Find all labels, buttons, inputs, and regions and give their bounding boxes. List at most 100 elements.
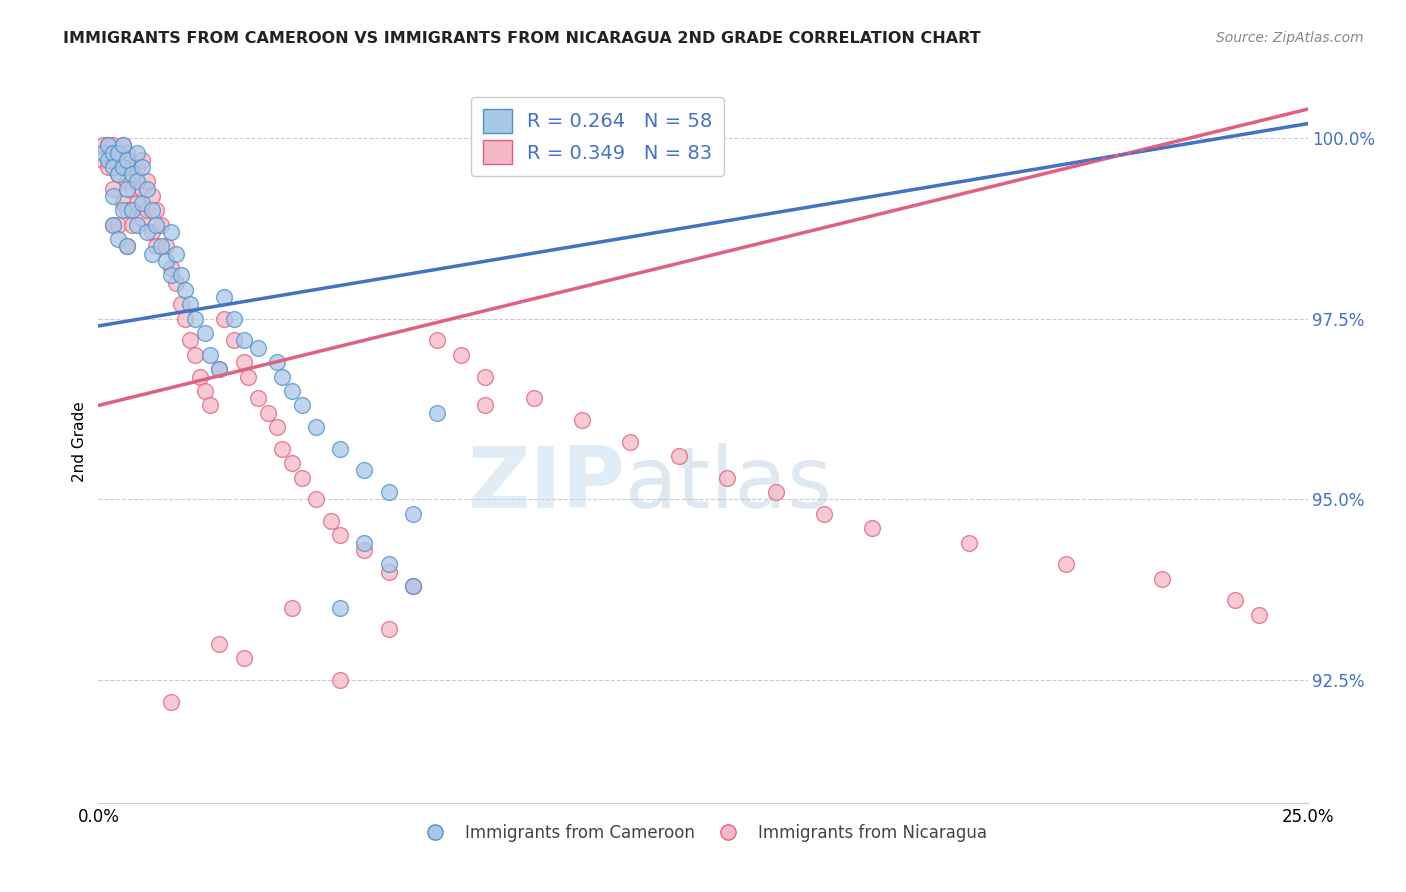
Point: [426, 334, 449, 348]
Point: [188, 369, 211, 384]
Point: [377, 565, 399, 579]
Point: [107, 167, 129, 181]
Point: [247, 341, 270, 355]
Text: atlas: atlas: [624, 443, 832, 526]
Point: [271, 442, 294, 456]
Point: [523, 391, 546, 405]
Point: [107, 145, 129, 160]
Point: [353, 535, 375, 549]
Point: [353, 542, 375, 557]
Point: [860, 521, 883, 535]
Point: [765, 485, 787, 500]
Point: [127, 174, 149, 188]
Point: [474, 398, 496, 412]
Point: [266, 355, 288, 369]
Point: [474, 369, 496, 384]
Point: [571, 413, 593, 427]
Point: [117, 203, 139, 218]
Point: [238, 369, 260, 384]
Point: [194, 384, 217, 398]
Point: [117, 153, 139, 167]
Point: [135, 181, 157, 195]
Point: [281, 384, 304, 398]
Point: [169, 268, 191, 283]
Point: [377, 558, 399, 572]
Point: [1054, 558, 1077, 572]
Point: [208, 637, 231, 651]
Point: [111, 138, 134, 153]
Point: [91, 145, 114, 160]
Point: [145, 239, 167, 253]
Point: [165, 276, 187, 290]
Point: [121, 181, 143, 195]
Point: [97, 160, 120, 174]
Text: ZIP: ZIP: [467, 443, 624, 526]
Point: [155, 239, 177, 253]
Point: [232, 355, 254, 369]
Point: [101, 153, 124, 167]
Point: [97, 153, 120, 167]
Point: [107, 232, 129, 246]
Point: [101, 218, 124, 232]
Point: [160, 261, 183, 276]
Point: [1152, 572, 1174, 586]
Point: [111, 160, 134, 174]
Point: [101, 189, 124, 203]
Point: [271, 369, 294, 384]
Point: [127, 145, 149, 160]
Point: [160, 268, 183, 283]
Point: [121, 218, 143, 232]
Point: [101, 181, 124, 195]
Point: [305, 420, 328, 434]
Point: [174, 311, 197, 326]
Point: [353, 463, 375, 477]
Point: [222, 311, 245, 326]
Point: [160, 695, 183, 709]
Point: [121, 160, 143, 174]
Point: [329, 673, 352, 687]
Point: [107, 145, 129, 160]
Point: [377, 623, 399, 637]
Point: [957, 535, 980, 549]
Point: [208, 362, 231, 376]
Point: [141, 246, 163, 260]
Text: IMMIGRANTS FROM CAMEROON VS IMMIGRANTS FROM NICARAGUA 2ND GRADE CORRELATION CHAR: IMMIGRANTS FROM CAMEROON VS IMMIGRANTS F…: [63, 31, 981, 46]
Point: [813, 507, 835, 521]
Point: [127, 196, 149, 211]
Point: [198, 398, 221, 412]
Point: [319, 514, 342, 528]
Point: [402, 507, 425, 521]
Point: [117, 181, 139, 195]
Point: [101, 145, 124, 160]
Point: [281, 600, 304, 615]
Point: [290, 398, 312, 412]
Point: [402, 579, 425, 593]
Point: [91, 138, 114, 153]
Point: [101, 160, 124, 174]
Text: Source: ZipAtlas.com: Source: ZipAtlas.com: [1216, 31, 1364, 45]
Point: [141, 203, 163, 218]
Point: [256, 406, 278, 420]
Point: [377, 485, 399, 500]
Point: [127, 160, 149, 174]
Point: [169, 297, 191, 311]
Point: [212, 311, 235, 326]
Point: [1223, 593, 1246, 607]
Legend: Immigrants from Cameroon, Immigrants from Nicaragua: Immigrants from Cameroon, Immigrants fro…: [412, 817, 994, 848]
Point: [141, 189, 163, 203]
Point: [668, 449, 690, 463]
Point: [329, 600, 352, 615]
Point: [141, 225, 163, 239]
Point: [97, 138, 120, 153]
Point: [426, 406, 449, 420]
Point: [131, 160, 153, 174]
Point: [716, 471, 738, 485]
Point: [281, 456, 304, 470]
Point: [194, 326, 217, 340]
Point: [232, 334, 254, 348]
Point: [107, 218, 129, 232]
Point: [111, 203, 134, 218]
Point: [247, 391, 270, 405]
Point: [135, 203, 157, 218]
Point: [150, 239, 173, 253]
